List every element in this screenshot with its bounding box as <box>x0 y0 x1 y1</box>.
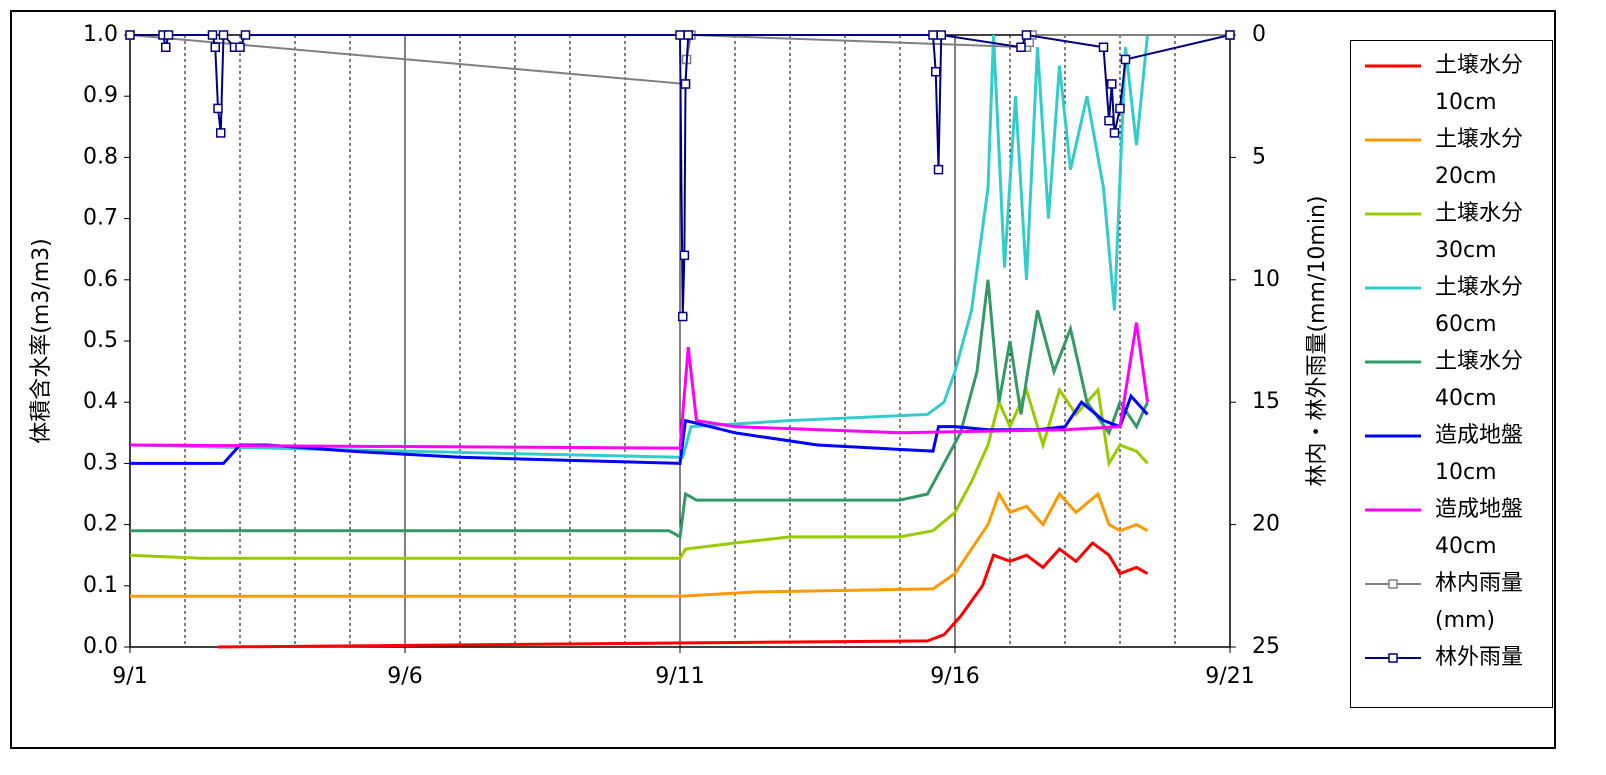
y2-tick-label: 10 <box>1252 267 1280 292</box>
y2-tick-label: 0 <box>1252 22 1266 47</box>
legend-label: 土壌水分 60cm <box>1435 275 1524 337</box>
legend-item: 林外雨量 <box>1361 639 1552 713</box>
x-tick-label: 9/16 <box>930 664 979 689</box>
series-line <box>129 322 1149 450</box>
y-tick-label: 0.8 <box>83 144 118 169</box>
point-marker <box>683 30 693 40</box>
legend-label: 土壌水分 40cm <box>1435 349 1524 411</box>
legend-swatch <box>1365 138 1421 142</box>
legend-label: 林外雨量 <box>1435 645 1524 670</box>
legend-swatch <box>1365 434 1421 438</box>
y-tick-label: 0.5 <box>83 328 118 353</box>
legend-item: 土壌水分 20cm <box>1361 121 1552 195</box>
point-marker <box>1115 103 1125 114</box>
x-tick-label: 9/1 <box>112 664 147 689</box>
y-tick-label: 0.1 <box>83 573 118 598</box>
y-tick-label: 0.0 <box>83 634 118 659</box>
legend-item: 土壌水分 60cm <box>1361 269 1552 343</box>
legend-label: 造成地盤 10cm <box>1435 423 1524 485</box>
point-marker <box>931 66 941 77</box>
legend-label: 造成地盤 40cm <box>1435 497 1524 559</box>
point-marker <box>1021 30 1032 40</box>
legend-item: 造成地盤 40cm <box>1361 491 1552 565</box>
y-tick-label: 0.4 <box>83 389 118 414</box>
y2-tick-label: 25 <box>1252 634 1280 659</box>
point-marker <box>928 30 938 40</box>
series-line <box>130 490 1149 598</box>
y2-tick-label: 20 <box>1252 512 1280 537</box>
legend-marker <box>1388 653 1398 663</box>
point-marker <box>679 250 690 261</box>
legend-item: 林内雨量 (mm) <box>1361 565 1552 639</box>
y2-tick-label: 5 <box>1252 144 1266 169</box>
legend-swatch <box>1365 286 1421 290</box>
point-marker <box>207 30 218 40</box>
series-line <box>217 540 1149 649</box>
legend-swatch <box>1365 64 1421 68</box>
y-tick-label: 0.3 <box>83 450 118 475</box>
point-marker <box>218 30 229 40</box>
series-line <box>130 279 1149 540</box>
y-axis-title: 体積含水率(m3/m3) <box>29 238 54 443</box>
legend-label: 土壌水分 30cm <box>1435 201 1524 263</box>
frame <box>10 10 1556 749</box>
legend-swatch <box>1365 212 1421 216</box>
y-tick-label: 0.7 <box>83 206 118 231</box>
point-marker <box>1109 128 1120 138</box>
y-tick-label: 1.0 <box>83 22 118 47</box>
legend-item: 土壌水分 30cm <box>1361 195 1552 269</box>
series-line <box>129 34 1149 459</box>
point-marker <box>675 30 685 40</box>
legend-item: 造成地盤 10cm <box>1361 417 1552 491</box>
x-tick-label: 9/11 <box>655 664 704 689</box>
point-marker <box>1120 54 1131 65</box>
point-marker <box>933 164 944 175</box>
point-marker <box>680 79 691 89</box>
series-line <box>129 385 1149 560</box>
x-tick-label: 9/21 <box>1205 664 1254 689</box>
legend-swatch <box>1365 508 1421 512</box>
series-line <box>130 393 1149 465</box>
point-marker <box>213 103 223 114</box>
point-marker <box>163 30 174 40</box>
point-marker <box>161 42 171 52</box>
legend-label: 林内雨量 (mm) <box>1435 571 1524 633</box>
x-tick-label: 9/6 <box>387 664 422 689</box>
point-marker <box>216 128 226 138</box>
point-marker <box>936 30 946 40</box>
legend-label: 土壌水分 10cm <box>1435 53 1524 115</box>
legend: 土壌水分 10cm 土壌水分 20cm 土壌水分 30cm 土壌水分 60cm 土壌水分… <box>1350 40 1553 708</box>
legend-item: 土壌水分 40cm <box>1361 343 1552 417</box>
point-marker <box>240 30 251 40</box>
point-marker <box>235 42 245 52</box>
legend-swatch <box>1365 653 1421 663</box>
point-marker <box>1225 30 1235 40</box>
point-marker <box>678 311 688 322</box>
legend-marker <box>1388 579 1398 589</box>
point-marker <box>1104 115 1114 126</box>
point-marker <box>210 42 220 52</box>
point-marker <box>125 30 135 40</box>
point-marker <box>1098 42 1109 52</box>
point-marker <box>1107 79 1117 89</box>
y-tick-label: 0.6 <box>83 267 118 292</box>
y-tick-label: 0.9 <box>83 83 118 108</box>
legend-swatch <box>1365 360 1421 364</box>
y2-axis-title: 林内・林外雨量(mm/10min) <box>1305 196 1330 487</box>
legend-item: 土壌水分 10cm <box>1361 47 1552 121</box>
legend-swatch <box>1365 579 1421 589</box>
y-tick-label: 0.2 <box>83 512 118 537</box>
y2-tick-label: 15 <box>1252 389 1280 414</box>
legend-label: 土壌水分 20cm <box>1435 127 1524 189</box>
point-marker <box>1016 42 1026 52</box>
